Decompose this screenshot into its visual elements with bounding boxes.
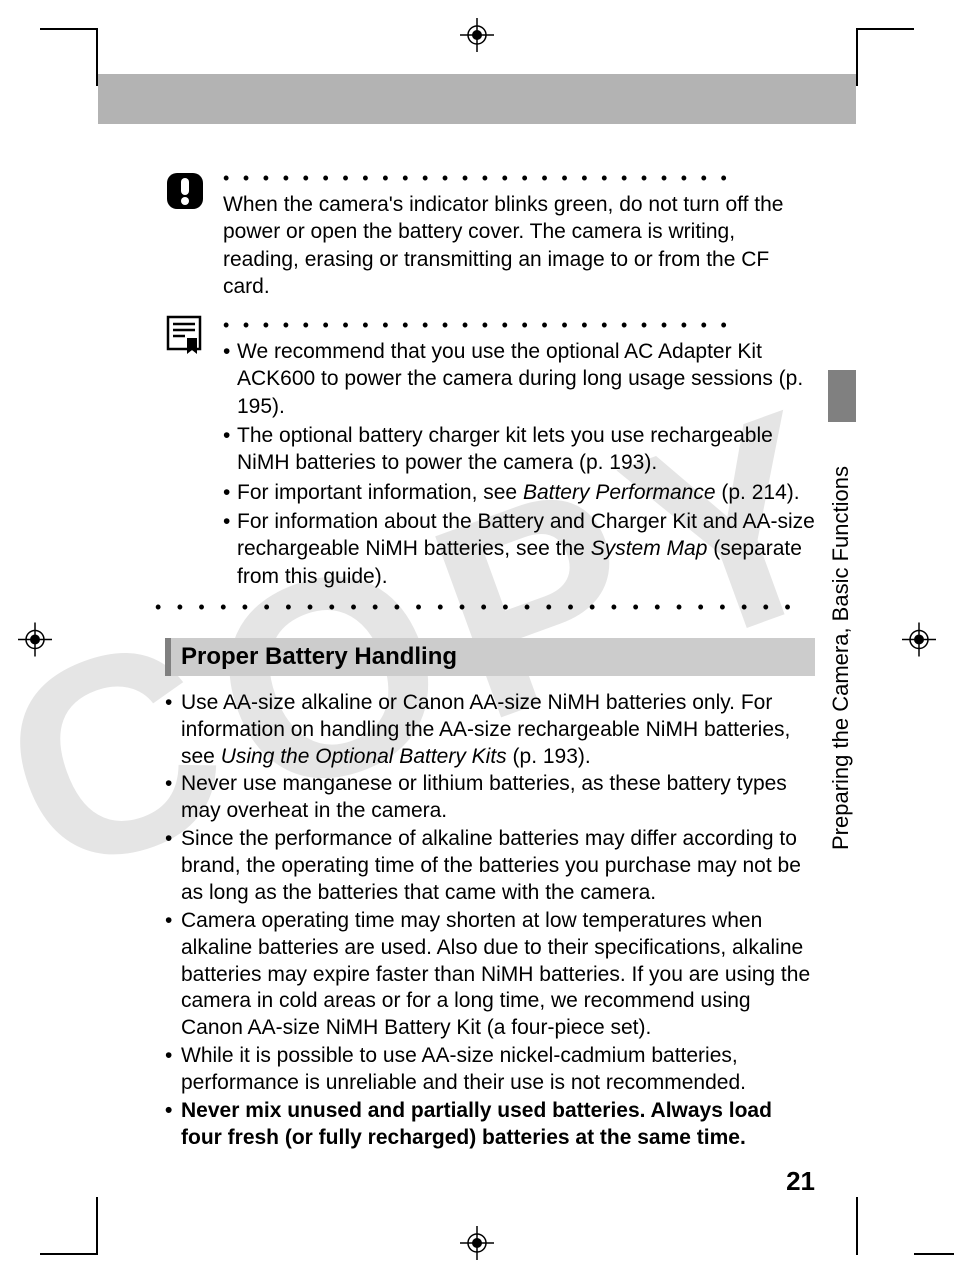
note-icon <box>165 314 203 358</box>
header-bar <box>98 74 856 124</box>
registration-mark-right <box>902 622 936 661</box>
crop-mark-top-right <box>856 28 914 30</box>
dots-separator-full: •••••••••••••••••••••••••••••• <box>155 602 815 620</box>
note-item: For information about the Battery and Ch… <box>223 508 815 590</box>
dots-separator: •••••••••••••••••••••••••• <box>223 320 815 330</box>
dots-separator: •••••••••••••••••••••••••• <box>223 173 815 183</box>
registration-mark-left <box>18 622 52 661</box>
section-heading: Proper Battery Handling <box>165 638 815 676</box>
warning-text: When the camera's indicator blinks green… <box>223 191 815 300</box>
registration-mark-bottom <box>460 1226 494 1265</box>
page-content: •••••••••••••••••••••••••• When the came… <box>165 165 815 1197</box>
body-item: Since the performance of alkaline batter… <box>165 826 815 907</box>
warning-block: •••••••••••••••••••••••••• When the came… <box>165 165 815 300</box>
warning-icon <box>165 171 205 211</box>
body-item: Camera operating time may shorten at low… <box>165 908 815 1042</box>
body-list: Use AA-size alkaline or Canon AA-size Ni… <box>165 690 815 1152</box>
body-item: While it is possible to use AA-size nick… <box>165 1043 815 1097</box>
note-item: We recommend that you use the optional A… <box>223 338 815 420</box>
note-item: The optional battery charger kit lets yo… <box>223 422 815 477</box>
registration-mark-top <box>460 18 494 57</box>
body-item: Never use manganese or lithium batteries… <box>165 771 815 825</box>
section-side-label: Preparing the Camera, Basic Functions <box>828 430 852 850</box>
note-block: •••••••••••••••••••••••••• We recommend … <box>165 312 815 592</box>
section-tab <box>828 370 856 422</box>
page-number: 21 <box>165 1166 815 1197</box>
note-item: For important information, see Battery P… <box>223 479 815 506</box>
note-list: We recommend that you use the optional A… <box>223 338 815 590</box>
crop-mark-top-left <box>40 28 98 30</box>
body-item-bold: Never mix unused and partially used batt… <box>165 1098 815 1152</box>
body-item: Use AA-size alkaline or Canon AA-size Ni… <box>165 690 815 771</box>
